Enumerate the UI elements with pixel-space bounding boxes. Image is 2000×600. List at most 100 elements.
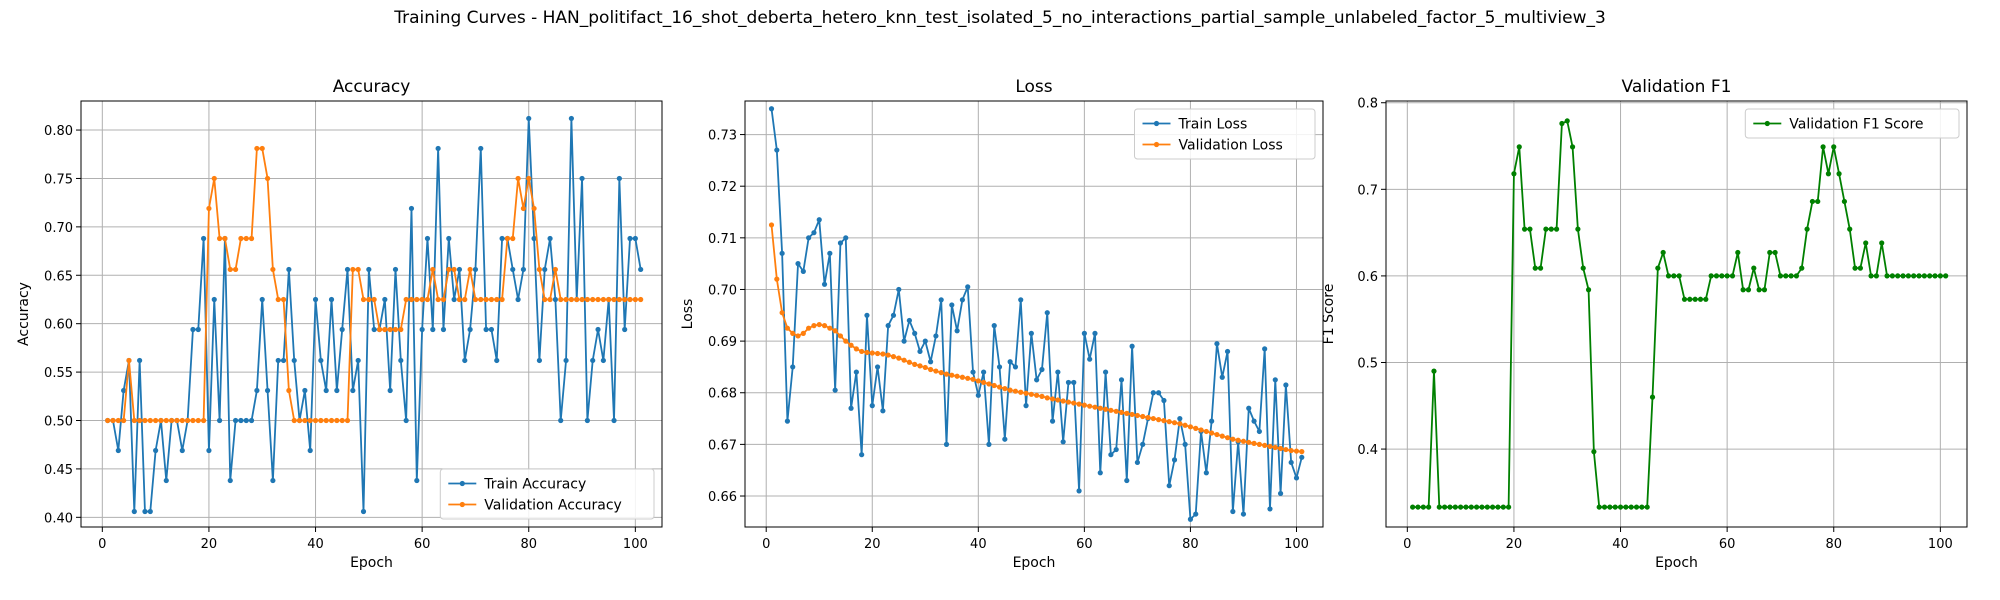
data-point xyxy=(821,323,828,329)
data-point xyxy=(1092,404,1098,410)
data-point xyxy=(1447,504,1453,510)
data-point xyxy=(779,310,785,316)
data-point xyxy=(1081,330,1087,336)
data-point xyxy=(933,333,939,339)
data-point xyxy=(949,372,955,378)
data-point xyxy=(142,417,148,424)
data-point xyxy=(1713,273,1720,279)
data-point xyxy=(318,417,324,424)
data-point xyxy=(1847,226,1853,232)
data-point xyxy=(494,296,500,303)
data-point xyxy=(1585,287,1592,293)
data-point xyxy=(1479,504,1485,510)
data-point xyxy=(232,266,239,273)
data-point xyxy=(105,417,111,424)
data-point xyxy=(864,349,870,356)
data-point xyxy=(1023,403,1029,409)
data-point xyxy=(632,296,638,303)
data-point xyxy=(1034,377,1040,383)
data-point xyxy=(1044,310,1050,316)
data-point xyxy=(542,296,548,303)
data-point xyxy=(996,384,1003,390)
data-point xyxy=(1884,273,1890,279)
data-point xyxy=(1793,273,1800,279)
data-point xyxy=(880,351,886,357)
x-tick-label: 100 xyxy=(1928,537,1953,552)
data-point xyxy=(912,361,918,367)
data-point xyxy=(446,266,452,273)
data-point xyxy=(328,296,335,303)
data-point xyxy=(1868,273,1874,279)
data-point xyxy=(774,276,780,282)
data-point xyxy=(366,296,372,303)
data-point xyxy=(816,321,822,328)
data-point xyxy=(584,417,590,424)
data-point xyxy=(456,296,463,303)
series-1 xyxy=(1410,118,1949,510)
data-point xyxy=(1521,226,1528,232)
data-point xyxy=(440,326,447,333)
x-tick-label: 60 xyxy=(1719,537,1736,552)
data-point xyxy=(1256,428,1262,435)
data-point xyxy=(467,326,473,333)
data-point xyxy=(1198,427,1204,433)
data-point xyxy=(323,417,329,424)
data-point xyxy=(1825,171,1832,177)
data-point xyxy=(472,296,479,303)
data-point xyxy=(1293,448,1300,454)
data-point xyxy=(547,296,553,303)
data-point xyxy=(1639,504,1645,510)
data-point xyxy=(1410,504,1416,510)
data-point xyxy=(1916,273,1922,279)
chart-panel-3: 0 20 40 60 80 100 0.4 0.5 0.6 0.7 0.8 Validation F1… xyxy=(1321,77,1968,571)
data-point xyxy=(606,296,612,303)
data-point xyxy=(1166,419,1172,425)
data-point xyxy=(1039,366,1045,373)
data-point xyxy=(896,286,902,293)
legend-marker xyxy=(1153,141,1160,148)
data-point xyxy=(1251,418,1257,424)
data-point xyxy=(222,235,228,242)
data-point xyxy=(928,359,934,365)
data-point xyxy=(163,477,169,484)
data-point xyxy=(483,326,489,333)
data-point xyxy=(1442,504,1448,510)
data-point xyxy=(323,387,329,394)
data-point xyxy=(1018,297,1024,303)
data-point xyxy=(1863,240,1869,246)
data-point xyxy=(975,378,981,384)
data-point xyxy=(227,266,233,273)
data-point xyxy=(1809,198,1816,205)
data-point xyxy=(1548,226,1554,232)
data-point xyxy=(1272,444,1278,451)
data-point xyxy=(970,376,976,382)
data-point xyxy=(1660,249,1666,256)
data-point xyxy=(211,296,217,303)
data-point xyxy=(1852,265,1858,271)
y-tick-label: 0.70 xyxy=(44,221,73,236)
data-point xyxy=(1927,273,1933,279)
data-point xyxy=(1879,240,1885,246)
y-tick-label: 0.8 xyxy=(1357,97,1378,112)
data-point xyxy=(1649,394,1656,400)
series-2 xyxy=(768,222,1305,455)
data-point xyxy=(440,296,447,303)
data-point xyxy=(800,330,806,336)
y-tick-label: 0.65 xyxy=(44,269,73,284)
data-point xyxy=(975,392,981,398)
x-tick-label: 0 xyxy=(762,537,770,552)
data-point xyxy=(515,296,521,303)
data-point xyxy=(392,266,399,273)
data-point xyxy=(1182,422,1188,428)
data-point xyxy=(1129,411,1135,418)
data-point xyxy=(827,250,833,256)
data-point xyxy=(1527,226,1533,232)
data-point xyxy=(949,302,955,308)
data-point xyxy=(291,417,297,424)
data-point xyxy=(1676,273,1682,279)
data-point xyxy=(774,147,780,153)
data-point xyxy=(632,235,638,242)
data-point xyxy=(1644,504,1650,510)
x-axis-label: Epoch xyxy=(1655,555,1698,571)
legend-entry: Train Accuracy xyxy=(483,477,586,493)
